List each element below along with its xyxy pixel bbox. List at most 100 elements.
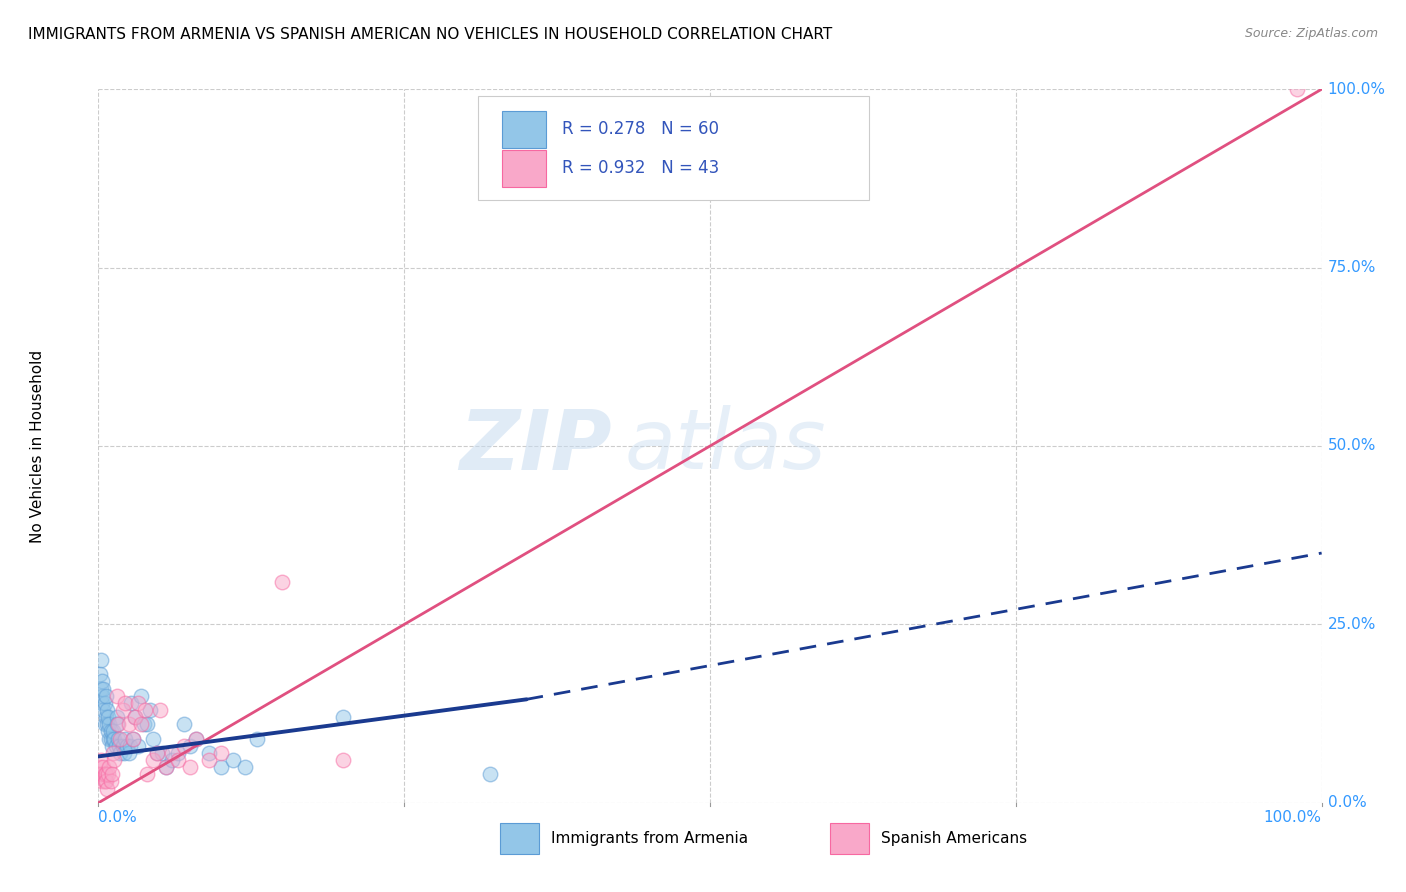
Point (100, 774, 122, 789)
Text: Source: ZipAtlas.com: Source: ZipAtlas.com (1244, 27, 1378, 40)
Point (146, 746, 169, 760)
Point (94, 767, 117, 781)
Point (155, 760, 177, 774)
Point (107, 717, 129, 731)
FancyBboxPatch shape (502, 150, 546, 187)
Point (149, 703, 172, 717)
Point (105, 717, 128, 731)
Point (134, 703, 156, 717)
Point (100, 724, 122, 739)
Text: Spanish Americans: Spanish Americans (882, 831, 1028, 846)
Point (173, 739, 195, 753)
Point (101, 746, 124, 760)
Point (90, 653, 112, 667)
Point (167, 746, 190, 760)
Point (332, 753, 354, 767)
Point (150, 746, 173, 760)
Point (209, 760, 232, 774)
Point (127, 696, 149, 710)
Point (101, 739, 124, 753)
Point (104, 739, 127, 753)
Point (91, 689, 114, 703)
Point (91, 696, 114, 710)
Text: 50.0%: 50.0% (1327, 439, 1376, 453)
Point (118, 717, 141, 731)
Text: 25.0%: 25.0% (1327, 617, 1376, 632)
Point (91, 703, 114, 717)
Point (179, 739, 201, 753)
Point (136, 767, 159, 781)
Point (112, 746, 135, 760)
Point (108, 739, 131, 753)
Point (94, 710, 117, 724)
Point (101, 767, 124, 781)
Point (91, 681, 114, 696)
Point (246, 731, 269, 746)
Point (1286, 82, 1309, 96)
Point (91, 774, 114, 789)
Point (94, 689, 117, 703)
Point (132, 717, 155, 731)
Point (97, 724, 120, 739)
FancyBboxPatch shape (830, 822, 869, 855)
Point (209, 746, 232, 760)
Point (142, 731, 165, 746)
Point (160, 746, 183, 760)
Point (100, 731, 122, 746)
Text: 100.0%: 100.0% (1327, 82, 1386, 96)
Point (93, 767, 115, 781)
Point (124, 710, 146, 724)
Point (114, 696, 136, 710)
FancyBboxPatch shape (502, 111, 546, 148)
Point (179, 760, 201, 774)
Point (94, 774, 117, 789)
Point (110, 731, 132, 746)
Point (91, 767, 114, 781)
Point (101, 724, 124, 739)
Point (89, 667, 111, 681)
Point (142, 753, 165, 767)
Point (90, 753, 112, 767)
Point (167, 753, 190, 767)
Point (186, 731, 208, 746)
Text: 0.0%: 0.0% (1327, 796, 1367, 810)
Point (105, 710, 128, 724)
Point (91, 674, 114, 689)
Point (120, 696, 142, 710)
Point (139, 703, 162, 717)
Point (332, 710, 354, 724)
Point (103, 731, 125, 746)
Text: 100.0%: 100.0% (1264, 810, 1322, 825)
Point (118, 746, 141, 760)
Point (89, 760, 111, 774)
Text: R = 0.278   N = 60: R = 0.278 N = 60 (562, 120, 718, 138)
Point (129, 717, 152, 731)
Point (96, 781, 118, 796)
Point (115, 739, 138, 753)
Text: R = 0.932   N = 43: R = 0.932 N = 43 (562, 160, 720, 178)
Text: atlas: atlas (624, 406, 827, 486)
Point (103, 753, 125, 767)
Point (197, 753, 219, 767)
Point (160, 753, 183, 767)
Point (93, 696, 115, 710)
Text: 75.0%: 75.0% (1327, 260, 1376, 275)
Point (127, 739, 149, 753)
Point (90, 767, 112, 781)
Point (97, 767, 120, 781)
Point (146, 746, 169, 760)
Point (114, 731, 136, 746)
Point (98, 760, 121, 774)
Point (186, 731, 208, 746)
Point (111, 739, 134, 753)
Point (96, 703, 118, 717)
Point (90, 681, 112, 696)
Point (111, 703, 134, 717)
Text: Immigrants from Armenia: Immigrants from Armenia (551, 831, 748, 846)
Point (136, 717, 159, 731)
Point (121, 731, 143, 746)
Point (173, 717, 195, 731)
Point (120, 739, 142, 753)
Point (478, 767, 501, 781)
Point (107, 731, 129, 746)
